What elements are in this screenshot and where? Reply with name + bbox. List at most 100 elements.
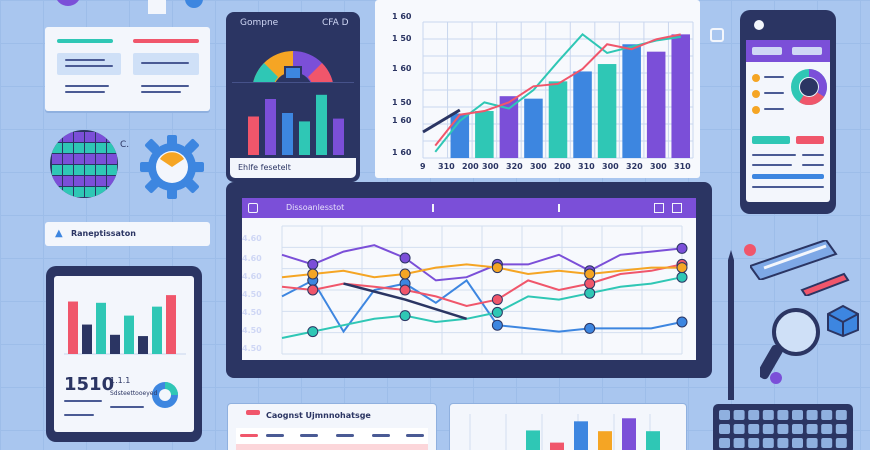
pixel-cell	[96, 132, 106, 142]
bar	[550, 442, 564, 450]
y-tick: 4.60	[242, 234, 262, 243]
bar	[333, 118, 344, 155]
toolbar-grid-icon[interactable]	[654, 203, 664, 213]
phone-tab-2	[792, 47, 822, 55]
phone-line-7	[802, 164, 824, 166]
tablet: 1510 1.1.1 Sdsteettooeyed	[46, 266, 202, 442]
pixel-cell	[74, 154, 84, 164]
pixel-cell	[74, 165, 84, 175]
tablet-small-label: 1.1.1	[110, 376, 131, 385]
card-field-1	[57, 53, 121, 75]
data-point	[676, 271, 688, 283]
data-point	[584, 278, 596, 290]
square-top	[148, 0, 166, 14]
toolbar-mid-icon[interactable]	[432, 204, 442, 212]
card-line-d	[65, 85, 109, 87]
monitor-screen: Dissoanlesstot	[242, 198, 696, 360]
toolbar-right-icon[interactable]	[558, 204, 568, 212]
data-point	[307, 326, 319, 338]
pixel-cell	[63, 143, 73, 153]
pixel-cell	[74, 143, 84, 153]
card-icon-small	[710, 28, 724, 42]
y-tick: 1 60	[392, 148, 412, 157]
triangle-icon: ▲	[55, 228, 63, 239]
pixel-cell	[52, 176, 62, 186]
tablet-bar-chart	[64, 295, 186, 355]
key	[792, 438, 803, 448]
pixel-cell	[85, 165, 95, 175]
bar	[597, 64, 617, 158]
bar	[524, 98, 543, 158]
x-tick: 310	[578, 162, 595, 171]
pixel-cell	[74, 187, 84, 197]
data-point	[676, 262, 688, 274]
series-line	[434, 33, 681, 147]
orb-purple	[55, 0, 81, 6]
x-tick: 320	[506, 162, 523, 171]
row-cell	[406, 434, 424, 437]
top-center-chart-card	[375, 0, 700, 178]
key	[719, 410, 730, 420]
bar	[671, 34, 690, 159]
series-line	[422, 108, 461, 134]
data-point	[491, 306, 503, 318]
bar	[316, 94, 327, 155]
pixel-cell	[85, 154, 95, 164]
key	[748, 438, 760, 448]
row-cell	[240, 434, 258, 437]
main-line-chart	[281, 225, 688, 355]
series-line	[281, 263, 682, 279]
pixel-cell	[107, 165, 117, 175]
phone-line-5	[802, 154, 824, 156]
phone-camera	[754, 20, 764, 30]
bar	[475, 111, 494, 158]
card-line-b	[65, 65, 113, 67]
y-tick: 4.60	[242, 254, 262, 263]
pixel-cell	[74, 176, 84, 186]
monitor-toolbar[interactable]: Dissoanlesstot	[242, 198, 696, 218]
bar	[622, 418, 636, 450]
tablet-caption: Sdsteettooeyed	[110, 390, 158, 397]
bar	[248, 116, 259, 155]
key	[733, 410, 745, 420]
cube-icon	[826, 304, 860, 338]
key	[806, 410, 818, 420]
bar	[138, 336, 148, 354]
monitor-chart-area	[232, 82, 354, 162]
key	[792, 410, 803, 420]
pixel-cell	[63, 187, 73, 197]
series-line	[281, 276, 683, 339]
phone-line-1	[764, 76, 784, 78]
data-point	[676, 316, 688, 328]
bottom-chart-card	[450, 404, 686, 450]
key	[719, 424, 730, 434]
bar	[574, 421, 588, 450]
card-line-a	[65, 59, 105, 61]
pixel-cell	[85, 187, 95, 197]
toolbar-title: Dissoanlesstot	[286, 203, 345, 212]
bar	[282, 113, 293, 155]
data-point	[399, 284, 411, 296]
key	[835, 424, 847, 434]
data-point	[676, 242, 688, 254]
monitor-title: Gompne	[240, 18, 279, 28]
tablet-mini-donut	[150, 380, 180, 410]
pixel-cell	[96, 143, 106, 153]
bar	[450, 113, 470, 158]
phone-screen	[746, 40, 830, 202]
row-cell	[300, 434, 318, 437]
pixel-cell	[74, 132, 84, 142]
monitor-caption: Ehlfe fesetelt	[238, 163, 291, 172]
card-line-g	[141, 91, 181, 93]
card-line-c	[141, 62, 189, 64]
toolbar-left-icon[interactable]	[248, 203, 258, 213]
pixel-ball	[50, 130, 118, 198]
key	[762, 424, 774, 434]
y-tick: 1 60	[392, 12, 412, 21]
key	[762, 410, 774, 420]
y-tick: 1 50	[392, 98, 412, 107]
top-left-monitor: Gompne CFA D Ehlfe fesetelt	[226, 12, 360, 182]
y-tick: 4.50	[242, 344, 262, 353]
toolbar-close-icon[interactable]	[672, 203, 682, 213]
highlight-row	[236, 444, 428, 450]
